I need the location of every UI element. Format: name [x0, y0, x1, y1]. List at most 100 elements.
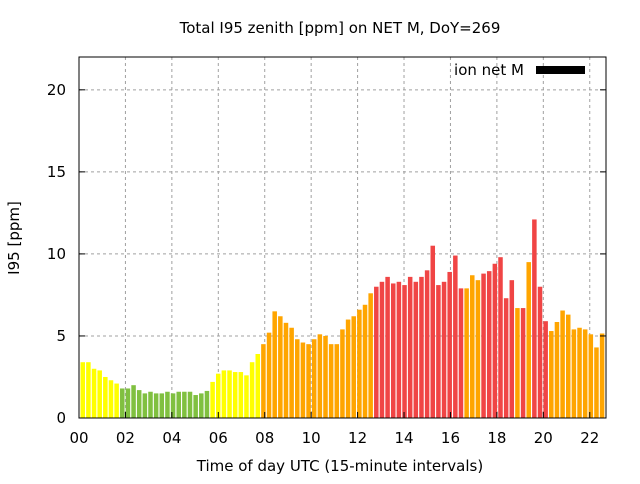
- x-tick-label: 00: [69, 429, 88, 447]
- bar: [503, 298, 509, 418]
- bar: [532, 219, 537, 418]
- bar: [142, 393, 148, 418]
- bar: [475, 280, 481, 418]
- bar: [244, 375, 249, 418]
- bar: [526, 262, 531, 418]
- x-tick-label: 06: [209, 429, 228, 447]
- bar: [549, 331, 554, 418]
- bar: [351, 316, 356, 418]
- bar: [577, 327, 582, 418]
- bar: [311, 339, 317, 418]
- bar: [131, 385, 136, 418]
- bar: [204, 390, 210, 418]
- plot-frame: [78, 56, 607, 419]
- bar: [481, 273, 486, 418]
- bar: [498, 257, 503, 418]
- x-tick-label: 18: [487, 429, 506, 447]
- bar: [436, 285, 441, 418]
- bar: [199, 393, 204, 418]
- ticks: 0 5 10 15 20 00 02 04 06 08 10 12 14 16 18 20 22: [47, 81, 606, 447]
- bar: [103, 376, 108, 418]
- bar: [255, 354, 261, 418]
- bar: [323, 335, 328, 418]
- bar: [430, 245, 436, 418]
- bar: [424, 270, 430, 418]
- bar: [266, 332, 272, 418]
- bar: [368, 293, 373, 418]
- legend-label: ion net M: [454, 61, 524, 79]
- x-tick-label: 20: [534, 429, 553, 447]
- bar: [108, 380, 114, 418]
- bar: [97, 370, 102, 418]
- bar: [402, 285, 407, 418]
- bar: [159, 393, 165, 418]
- bar: [272, 311, 277, 418]
- bar: [419, 276, 424, 418]
- bar: [565, 314, 571, 418]
- bar: [441, 281, 447, 418]
- bar: [362, 304, 368, 418]
- bar: [453, 255, 458, 418]
- x-tick-label: 08: [255, 429, 274, 447]
- bar: [396, 281, 402, 418]
- bar: [300, 342, 306, 418]
- bar: [554, 322, 560, 418]
- bar: [238, 372, 244, 418]
- x-tick-label: 02: [116, 429, 135, 447]
- bar: [289, 327, 294, 418]
- legend-swatch: [536, 66, 585, 74]
- x-tick-label: 22: [580, 429, 599, 447]
- bar: [221, 370, 227, 418]
- bar: [232, 372, 238, 418]
- y-axis-label: I95 [ppm]: [5, 201, 23, 275]
- bar: [571, 329, 577, 418]
- bar: [486, 271, 492, 418]
- bar: [515, 308, 520, 418]
- bar: [464, 288, 469, 418]
- bar: [170, 393, 176, 418]
- bar: [357, 309, 362, 418]
- bar: [182, 391, 187, 418]
- bar: [470, 275, 475, 418]
- bar: [125, 388, 131, 418]
- x-tick-label: 10: [302, 429, 321, 447]
- bar: [520, 308, 526, 418]
- y-tick-label: 0: [56, 409, 66, 427]
- bar: [193, 395, 198, 418]
- bar: [385, 276, 390, 418]
- bar: [278, 316, 283, 418]
- bar: [148, 391, 153, 418]
- bar: [582, 329, 588, 418]
- bar: [210, 381, 215, 418]
- bar: [187, 391, 193, 418]
- bar: [80, 362, 86, 418]
- chart-title: Total I95 zenith [ppm] on NET M, DoY=269: [179, 19, 501, 37]
- y-tick-label: 10: [47, 245, 66, 263]
- bar: [374, 286, 379, 418]
- x-tick-label: 12: [348, 429, 367, 447]
- bar: [334, 344, 340, 418]
- x-tick-label: 14: [394, 429, 413, 447]
- bar: [249, 362, 255, 418]
- bar: [215, 373, 221, 418]
- x-tick-label: 04: [162, 429, 181, 447]
- bar: [295, 339, 300, 418]
- bar: [86, 362, 91, 418]
- bar: [537, 286, 543, 418]
- bar: [114, 383, 119, 418]
- bar: [340, 329, 345, 418]
- bar: [283, 322, 289, 418]
- bar: [261, 344, 266, 418]
- bar: [136, 390, 142, 418]
- y-tick-label: 15: [47, 163, 66, 181]
- bar: [120, 388, 125, 418]
- bar: [227, 370, 232, 418]
- bar: [153, 393, 159, 418]
- bar: [413, 281, 419, 418]
- y-tick-label: 5: [56, 327, 66, 345]
- bar: [447, 271, 452, 418]
- bar: [594, 347, 599, 418]
- y-tick-label: 20: [47, 81, 66, 99]
